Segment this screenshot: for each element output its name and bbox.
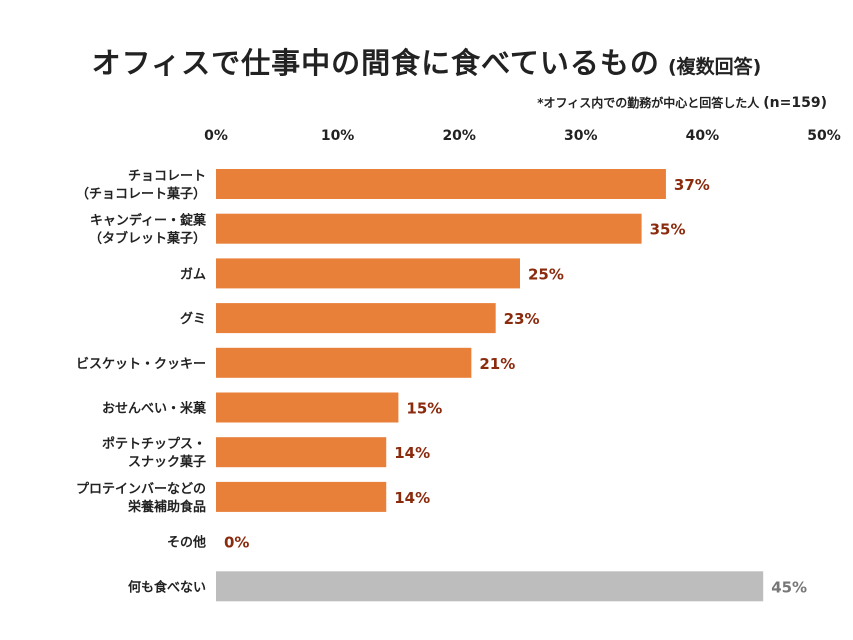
x-tick-label: 20% — [442, 128, 476, 144]
chart-note: *オフィス内での勤務が中心と回答した人 (n=159) — [537, 94, 827, 111]
x-tick-label: 0% — [204, 128, 228, 144]
category-label: 何も食べない — [128, 579, 206, 595]
sample-size: (n=159) — [763, 95, 827, 111]
category-label-line: キャンディー・錠菓 — [90, 213, 207, 229]
bar — [216, 258, 520, 289]
bar — [216, 571, 764, 602]
value-label: 14% — [394, 444, 430, 462]
category-label-line: （チョコレート菓子） — [76, 186, 206, 202]
value-label: 0% — [224, 534, 249, 552]
bar — [216, 392, 399, 423]
category-label: ビスケット・クッキー — [76, 356, 206, 372]
category-label: チョコレート （チョコレート菓子） — [76, 169, 206, 202]
bar — [216, 347, 472, 378]
respondent-note: *オフィス内での勤務が中心と回答した人 — [537, 96, 760, 110]
value-label: 37% — [674, 176, 710, 194]
category-label-line: 栄養補助食品 — [127, 499, 206, 515]
category-label: ガム — [180, 267, 206, 282]
category-label-line: ガム — [180, 267, 206, 282]
category-label: ポテトチップス・スナック菓子 — [102, 436, 206, 470]
x-tick-label: 10% — [321, 128, 355, 144]
value-label: 21% — [479, 355, 515, 373]
x-tick-label: 50% — [807, 128, 841, 144]
bar — [216, 169, 666, 199]
category-label: キャンディー・錠菓 （タブレット菓子） — [89, 213, 207, 247]
chart-subtitle: (複数回答) — [667, 56, 762, 78]
category-label-line: おせんべい・米菓 — [102, 401, 207, 417]
x-tick-label: 40% — [686, 128, 720, 144]
value-label: 23% — [504, 310, 540, 328]
category-label: プロテインバーなどの栄養補助食品 — [76, 482, 206, 515]
category-label: その他 — [167, 535, 206, 551]
category-label-line: スナック菓子 — [128, 454, 206, 470]
category-label-line: 何も食べない — [128, 579, 206, 595]
category-label-line: その他 — [167, 535, 206, 551]
category-label-line: グミ — [180, 311, 206, 327]
bar — [216, 481, 387, 512]
category-label-line: （タブレット菓子） — [89, 231, 206, 247]
value-label: 15% — [406, 400, 442, 418]
category-label-line: ポテトチップス・ — [102, 436, 206, 452]
chart-title-main: オフィスで仕事中の間食に食べているもの — [91, 46, 660, 80]
bar — [216, 437, 387, 468]
value-label: 45% — [771, 578, 807, 596]
value-label: 35% — [650, 221, 686, 239]
value-label: 25% — [528, 265, 564, 283]
category-label: グミ — [180, 311, 206, 327]
value-label: 14% — [394, 489, 430, 507]
category-label-line: プロテインバーなどの — [76, 482, 206, 497]
category-label-line: チョコレート — [128, 169, 206, 184]
bar — [216, 213, 642, 244]
category-label-line: ビスケット・クッキー — [76, 356, 206, 372]
category-label: おせんべい・米菓 — [102, 401, 207, 417]
bar — [216, 303, 496, 334]
x-tick-label: 30% — [564, 128, 598, 144]
chart-title: オフィスで仕事中の間食に食べているもの (複数回答) — [0, 40, 853, 82]
